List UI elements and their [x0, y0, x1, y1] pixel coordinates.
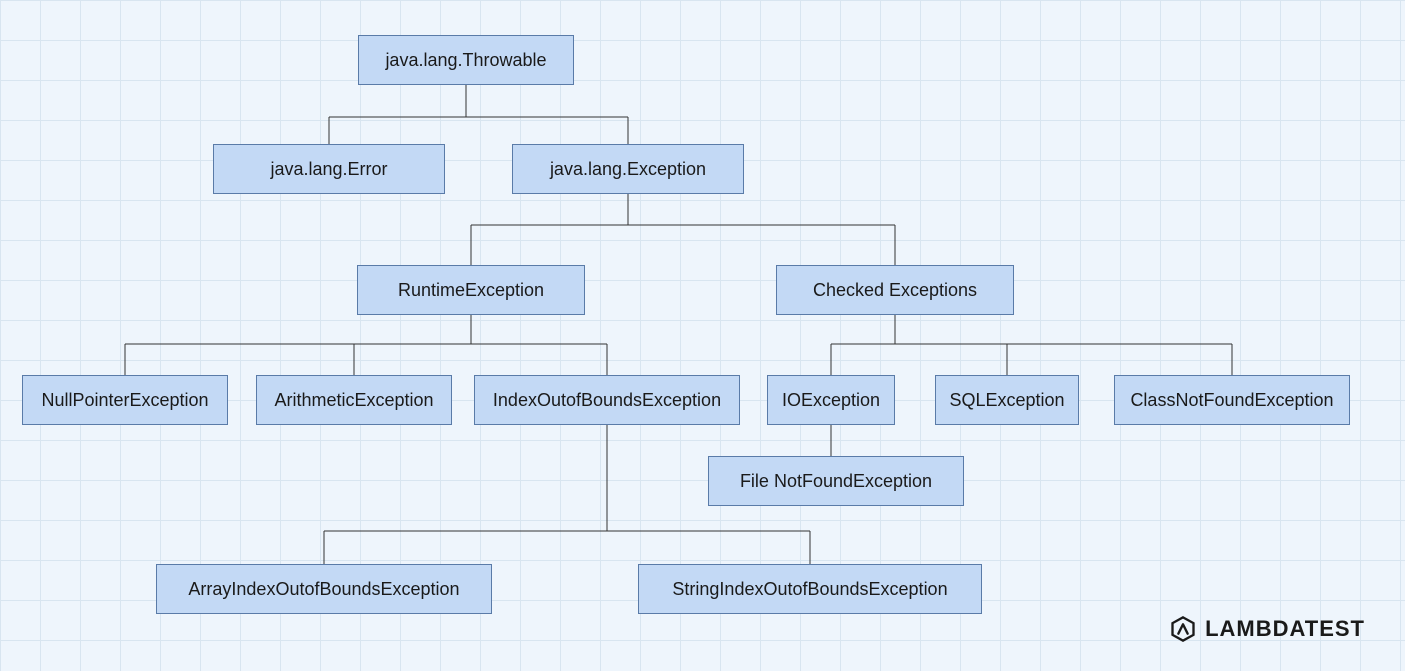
- node-throwable: java.lang.Throwable: [358, 35, 574, 85]
- node-checked: Checked Exceptions: [776, 265, 1014, 315]
- node-io: IOException: [767, 375, 895, 425]
- node-fnf: File NotFoundException: [708, 456, 964, 506]
- brand-text: LAMBDATEST: [1205, 616, 1365, 642]
- brand-logo: LAMBDATEST: [1169, 615, 1365, 643]
- node-exception: java.lang.Exception: [512, 144, 744, 194]
- node-arith: ArithmeticException: [256, 375, 452, 425]
- node-error: java.lang.Error: [213, 144, 445, 194]
- node-npe: NullPointerException: [22, 375, 228, 425]
- node-runtime: RuntimeException: [357, 265, 585, 315]
- node-cnf: ClassNotFoundException: [1114, 375, 1350, 425]
- lambdatest-icon: [1169, 615, 1197, 643]
- node-ioob: IndexOutofBoundsException: [474, 375, 740, 425]
- node-aioob: ArrayIndexOutofBoundsException: [156, 564, 492, 614]
- node-sioob: StringIndexOutofBoundsException: [638, 564, 982, 614]
- node-sql: SQLException: [935, 375, 1079, 425]
